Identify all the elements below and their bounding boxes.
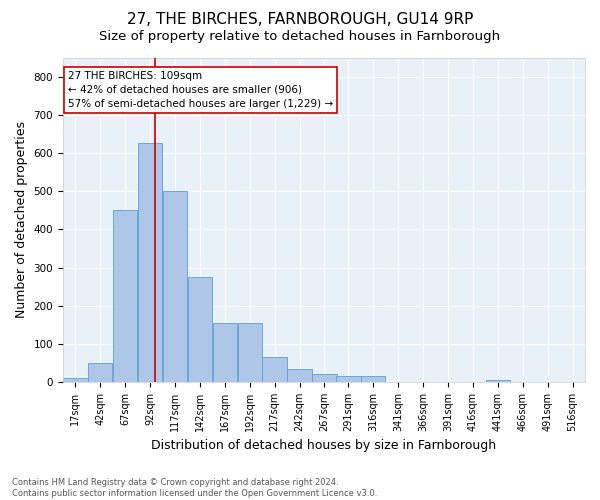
Bar <box>63 378 88 382</box>
Text: Contains HM Land Registry data © Crown copyright and database right 2024.
Contai: Contains HM Land Registry data © Crown c… <box>12 478 377 498</box>
X-axis label: Distribution of detached houses by size in Farnborough: Distribution of detached houses by size … <box>151 440 497 452</box>
Bar <box>262 357 287 382</box>
Text: Size of property relative to detached houses in Farnborough: Size of property relative to detached ho… <box>100 30 500 43</box>
Bar <box>138 144 162 382</box>
Bar <box>336 376 361 382</box>
Bar <box>287 368 312 382</box>
Bar <box>212 323 237 382</box>
Bar <box>163 191 187 382</box>
Bar <box>188 277 212 382</box>
Text: 27, THE BIRCHES, FARNBOROUGH, GU14 9RP: 27, THE BIRCHES, FARNBOROUGH, GU14 9RP <box>127 12 473 28</box>
Bar <box>88 363 112 382</box>
Bar <box>361 376 385 382</box>
Bar <box>485 380 510 382</box>
Y-axis label: Number of detached properties: Number of detached properties <box>15 122 28 318</box>
Bar <box>238 323 262 382</box>
Bar <box>312 374 337 382</box>
Bar <box>113 210 137 382</box>
Text: 27 THE BIRCHES: 109sqm
← 42% of detached houses are smaller (906)
57% of semi-de: 27 THE BIRCHES: 109sqm ← 42% of detached… <box>68 71 333 109</box>
